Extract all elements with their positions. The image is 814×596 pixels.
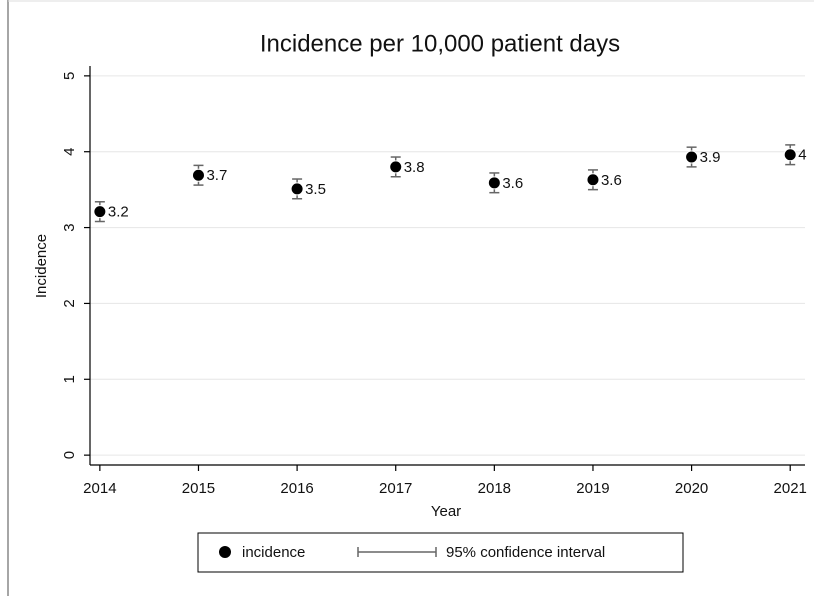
x-tick-label: 2019 — [576, 480, 609, 497]
y-tick-label: 3 — [61, 223, 78, 231]
point — [487, 176, 501, 190]
x-tick-label: 2015 — [182, 480, 215, 497]
point — [93, 205, 107, 219]
value-label: 3.6 — [502, 175, 523, 192]
value-label: 3.5 — [305, 181, 326, 198]
x-tick-label: 2021 — [774, 480, 807, 497]
point — [290, 182, 304, 196]
point — [389, 160, 403, 174]
x-tick-label: 2017 — [379, 480, 412, 497]
y-tick-label: 0 — [61, 451, 78, 459]
value-label: 3.9 — [700, 149, 721, 166]
x-tick-label: 2020 — [675, 480, 708, 497]
y-tick-label: 5 — [61, 72, 78, 80]
chart-title: Incidence per 10,000 patient days — [260, 30, 620, 57]
point — [586, 173, 600, 187]
value-label: 3.7 — [206, 167, 227, 184]
legend-marker — [219, 546, 231, 558]
point — [783, 148, 797, 162]
value-label: 4 — [798, 147, 806, 164]
legend-label: incidence — [242, 544, 305, 561]
y-tick-label: 4 — [61, 148, 78, 156]
value-label: 3.2 — [108, 204, 129, 221]
legend-label: 95% confidence interval — [446, 544, 605, 561]
y-axis-label: Incidence — [33, 234, 50, 298]
legend-box — [197, 532, 684, 573]
x-tick-label: 2014 — [83, 480, 116, 497]
value-label: 3.8 — [404, 159, 425, 176]
point — [685, 150, 699, 164]
value-label: 3.6 — [601, 172, 622, 189]
y-tick-label: 2 — [61, 299, 78, 307]
x-axis-label: Year — [431, 503, 461, 520]
y-tick-label: 1 — [61, 375, 78, 383]
x-tick-label: 2016 — [280, 480, 313, 497]
x-tick-label: 2018 — [478, 480, 511, 497]
point — [191, 168, 205, 182]
